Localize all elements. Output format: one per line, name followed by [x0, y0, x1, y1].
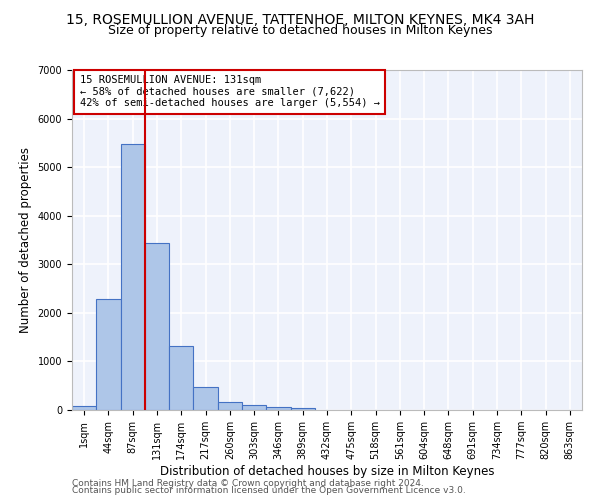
Bar [193, 387, 218, 410]
Y-axis label: Number of detached properties: Number of detached properties [19, 147, 32, 333]
Bar [72, 406, 96, 410]
Bar [121, 144, 145, 410]
X-axis label: Distribution of detached houses by size in Milton Keynes: Distribution of detached houses by size … [160, 465, 494, 478]
Text: Contains HM Land Registry data © Crown copyright and database right 2024.: Contains HM Land Registry data © Crown c… [72, 478, 424, 488]
Bar [169, 346, 193, 410]
Bar [96, 300, 121, 410]
Bar [218, 402, 242, 410]
Text: 15 ROSEMULLION AVENUE: 131sqm
← 58% of detached houses are smaller (7,622)
42% o: 15 ROSEMULLION AVENUE: 131sqm ← 58% of d… [80, 75, 380, 108]
Text: Size of property relative to detached houses in Milton Keynes: Size of property relative to detached ho… [108, 24, 492, 37]
Bar [145, 244, 169, 410]
Text: Contains public sector information licensed under the Open Government Licence v3: Contains public sector information licen… [72, 486, 466, 495]
Bar [242, 406, 266, 410]
Bar [290, 408, 315, 410]
Bar [266, 406, 290, 410]
Text: 15, ROSEMULLION AVENUE, TATTENHOE, MILTON KEYNES, MK4 3AH: 15, ROSEMULLION AVENUE, TATTENHOE, MILTO… [66, 12, 534, 26]
